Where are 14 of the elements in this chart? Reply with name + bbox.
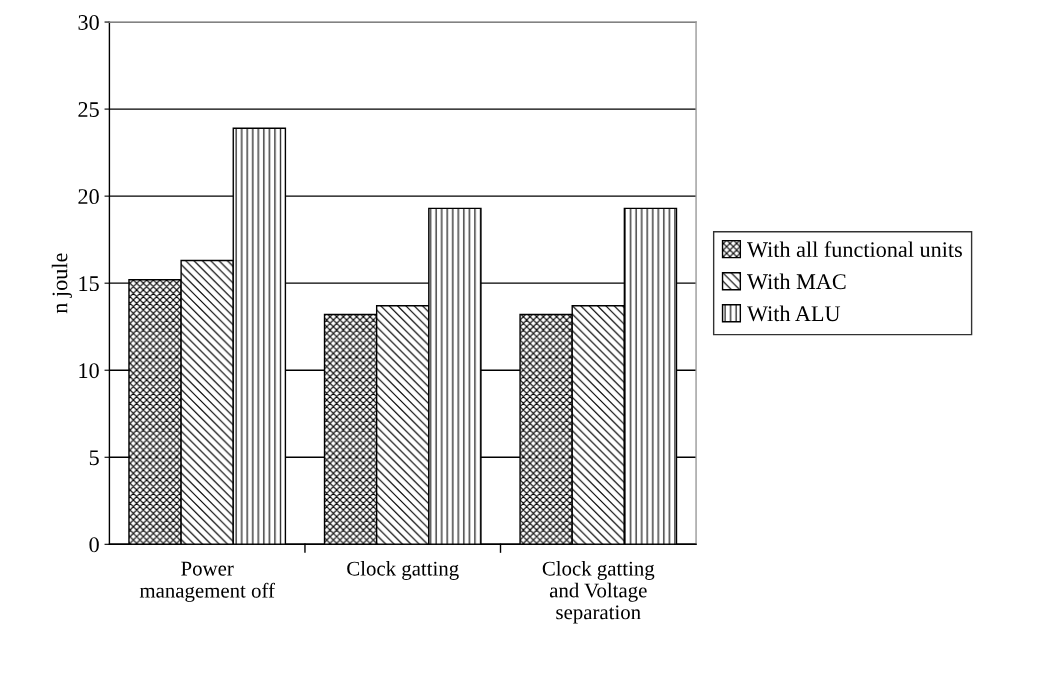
y-tick-label: 5	[89, 450, 99, 466]
y-tick-label: 0	[89, 537, 99, 553]
y-tick-label: 25	[78, 102, 99, 118]
legend-label: With MAC	[747, 273, 846, 290]
x-tick-label: Power management off	[139, 561, 275, 602]
x-tick-label: Clock gatting and Voltage separation	[542, 560, 655, 624]
y-tick-label: 10	[79, 363, 99, 379]
x-tick-label: Clock gatting	[347, 560, 459, 580]
legend-label: With all functional units	[747, 241, 962, 258]
y-axis-title: n joule	[51, 253, 72, 314]
y-tick-label: 15	[79, 276, 99, 292]
y-tick-label: 20	[78, 189, 99, 205]
y-tick-label: 30	[78, 14, 99, 30]
legend-label: With ALU	[747, 305, 841, 322]
